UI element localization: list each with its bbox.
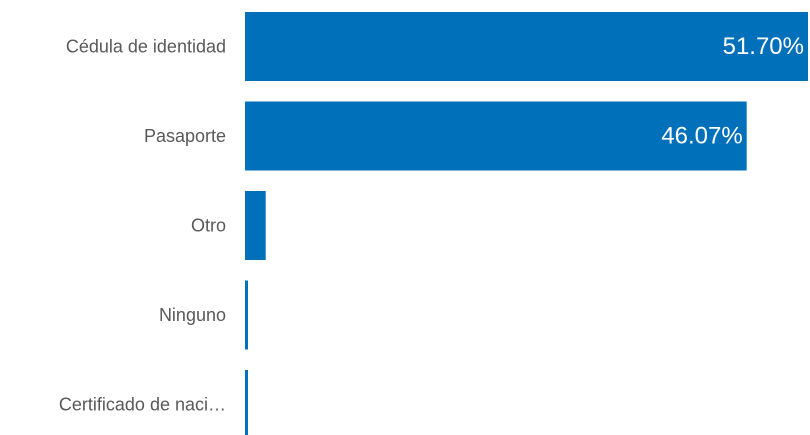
category-labels-group: Cédula de identidad Pasaporte Otro Ninguno C…	[59, 37, 226, 415]
category-label-3: Ninguno	[159, 305, 226, 325]
bar-1	[245, 101, 747, 171]
category-label-2: Otro	[191, 216, 226, 236]
bar-4	[245, 370, 248, 435]
bar-3	[245, 280, 248, 350]
bar-2	[245, 191, 266, 260]
category-label-1: Pasaporte	[144, 126, 226, 146]
bars-group	[245, 12, 808, 435]
category-label-4: Certificado de naci…	[59, 395, 226, 415]
category-label-0: Cédula de identidad	[66, 37, 226, 57]
bar-0	[245, 12, 808, 81]
data-label-0: 51.70%	[723, 33, 804, 60]
data-label-1: 46.07%	[661, 123, 742, 150]
data-labels-group: 51.70% 46.07%	[661, 33, 804, 150]
